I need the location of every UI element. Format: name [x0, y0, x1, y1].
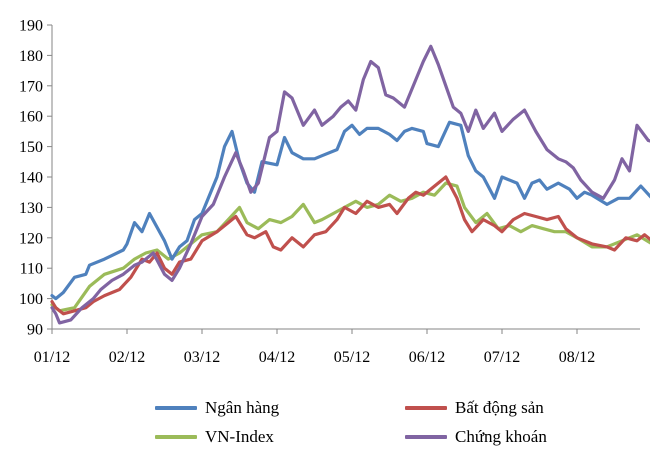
- x-tick-label: 02/12: [109, 349, 145, 366]
- legend-swatch-chung-khoan: [405, 435, 447, 439]
- x-tick-label: 07/12: [484, 349, 520, 366]
- x-tick-label: 08/12: [559, 349, 595, 366]
- y-tick-label: 170: [19, 78, 43, 95]
- y-tick-label: 100: [19, 291, 43, 308]
- y-tick-label: 110: [20, 261, 43, 278]
- y-tick-label: 130: [19, 200, 43, 217]
- legend-item-bat-dong-san: Bất động sản: [405, 398, 544, 418]
- legend-swatch-vn-index: [155, 435, 197, 439]
- legend-label-bat-dong-san: Bất động sản: [455, 398, 544, 417]
- series-line-2: [50, 181, 650, 313]
- legend-item-vn-index: VN-Index: [155, 427, 274, 447]
- legend-swatch-ngan-hang: [155, 406, 197, 410]
- y-tick-label: 180: [19, 48, 43, 65]
- y-tick-label: 120: [19, 230, 43, 247]
- y-tick-label: 160: [19, 109, 43, 126]
- legend-label-chung-khoan: Chứng khoán: [455, 427, 547, 446]
- legend-swatch-bat-dong-san: [405, 406, 447, 410]
- x-tick-label: 05/12: [334, 349, 370, 366]
- x-tick-label: 06/12: [409, 349, 445, 366]
- y-tick-label: 190: [19, 18, 43, 35]
- y-tick-label: 90: [27, 322, 43, 339]
- series-lines: [50, 44, 650, 325]
- y-tick-label: 150: [19, 139, 43, 156]
- x-tick-label: 01/12: [34, 349, 70, 366]
- legend-item-chung-khoan: Chứng khoán: [405, 427, 547, 447]
- y-tick-label: 140: [19, 170, 43, 187]
- series-line-0: [50, 120, 650, 301]
- legend-label-ngan-hang: Ngân hàng: [205, 398, 280, 417]
- chart-legend: Ngân hàng Bất động sản VN-Index Chứng kh…: [0, 392, 650, 452]
- y-axis-tick-labels: 90 100 110 120 130 140 150 160 170 180 190: [19, 18, 43, 339]
- chart-axes: [47, 24, 640, 334]
- x-tick-label: 04/12: [259, 349, 295, 366]
- line-chart: 90 100 110 120 130 140 150 160 170 180 190 01/12 02…: [19, 18, 650, 366]
- x-axis-tick-labels: 01/12 02/12 03/12 04/12 05/12 06/12 07/12 08/12: [34, 349, 595, 366]
- series-line-3: [50, 44, 650, 325]
- x-tick-label: 03/12: [184, 349, 220, 366]
- series-line-1: [50, 175, 650, 316]
- legend-label-vn-index: VN-Index: [205, 427, 274, 446]
- legend-item-ngan-hang: Ngân hàng: [155, 398, 279, 418]
